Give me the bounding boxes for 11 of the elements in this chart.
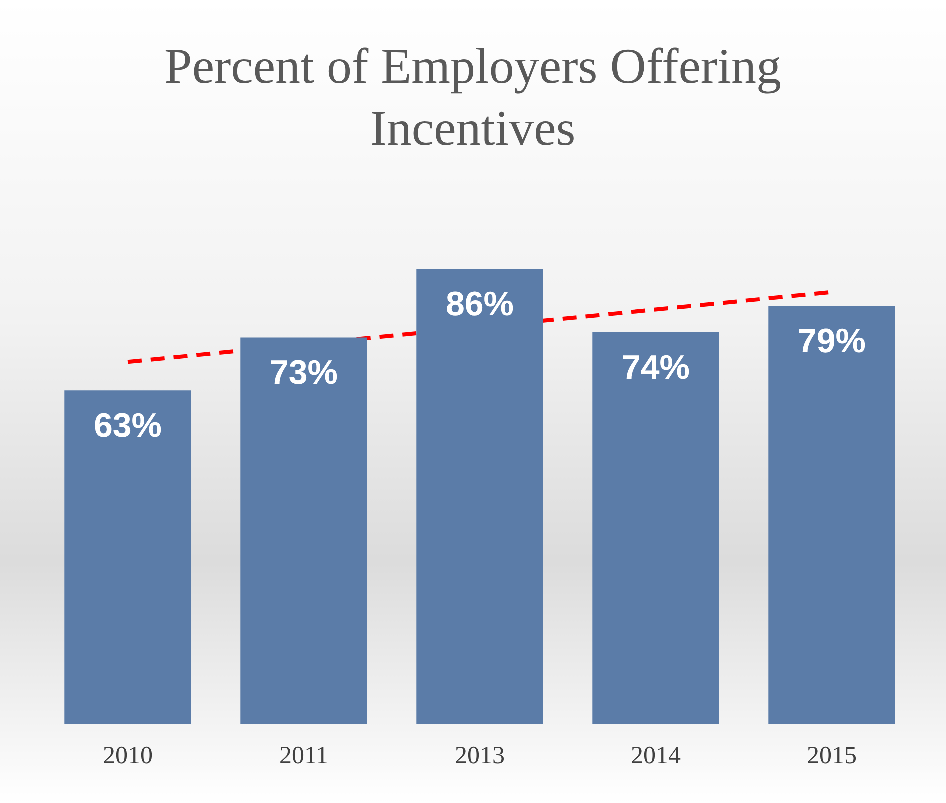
data-label: 79% — [798, 322, 866, 360]
chart-title: Percent of Employers Offering Incentives — [164, 37, 782, 158]
data-label: 86% — [446, 285, 514, 324]
data-label: 63% — [94, 407, 162, 446]
data-label: 73% — [270, 354, 338, 392]
x-tick-label: 2014 — [631, 742, 682, 770]
x-tick-label: 2011 — [279, 742, 329, 770]
x-tick-label: 2015 — [807, 742, 857, 770]
data-label: 74% — [622, 348, 690, 387]
x-tick-label: 2013 — [455, 742, 505, 770]
x-tick-label: 2010 — [103, 742, 153, 770]
